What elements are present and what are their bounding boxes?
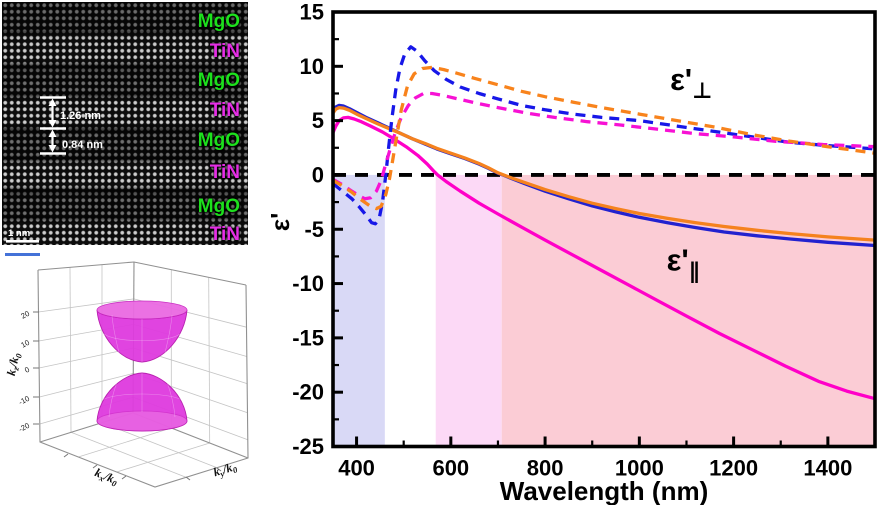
region-blue-band: [333, 174, 385, 447]
3d-x-axis-label: kx/k0: [92, 465, 121, 489]
x-tick-label: 1200: [709, 456, 758, 481]
hyperboloid-upper-sheet: [96, 300, 188, 363]
z-tick-label: 10: [19, 338, 31, 350]
scale-bar: [6, 240, 39, 243]
3d-y-axis-label: ky/k0: [212, 459, 240, 481]
measurement-label-2: 0.84 nm: [62, 139, 103, 151]
z-tick-label: 20: [19, 309, 31, 321]
tem-layer-label-tin: TiN: [209, 162, 240, 183]
dimension-arrow-1: [48, 98, 57, 128]
tem-layer-label-tin: TiN: [209, 100, 240, 121]
3d-axis-ticks: [33, 311, 222, 481]
tem-layer-label-tin: TiN: [209, 41, 240, 62]
y-tick-label: 0: [312, 162, 324, 187]
tem-annotations: 1.26 nm 0.84 nm 1 nm: [6, 96, 103, 243]
series-eps-parallel-orange: [331, 105, 876, 242]
tem-lattice-background: [2, 2, 248, 245]
tem-layer-label-mgo: MgO: [197, 70, 240, 91]
y-tick-label: 10: [300, 54, 324, 79]
y-tick-label: -20: [292, 380, 324, 405]
tem-layer-label-mgo: MgO: [197, 11, 240, 32]
blue-underline: [5, 253, 40, 256]
region-rose-band: [501, 174, 875, 447]
dimension-arrow-2: [48, 129, 57, 153]
3d-z-axis-label: kz/k0: [4, 351, 24, 377]
series-eps-perp-blue: [331, 45, 876, 226]
hyperboloid-lower-sheet: [96, 372, 188, 432]
tem-layer-label-mgo: MgO: [197, 196, 240, 217]
tem-layer-label-tin: TiN: [209, 224, 240, 245]
x-tick-label: 1400: [803, 456, 852, 481]
y-tick-label: -25: [292, 434, 324, 459]
eps-perp-label: ε'⊥: [670, 62, 712, 103]
tem-layer-label-mgo: MgO: [197, 130, 240, 151]
scale-bar-label: 1 nm: [8, 228, 30, 239]
x-tick-label: 1000: [615, 456, 664, 481]
y-tick-label: -5: [304, 217, 324, 242]
x-axis-title: Wavelength (nm): [500, 476, 708, 505]
y-tick-label: -10: [292, 271, 324, 296]
x-tick-label: 600: [432, 456, 469, 481]
series-eps-parallel-magenta: [331, 115, 876, 401]
region-light-pink-band: [435, 174, 502, 447]
y-tick-label: -15: [292, 325, 324, 350]
x-tick-label: 800: [527, 456, 564, 481]
series-eps-perp-magenta: [332, 91, 876, 201]
z-tick-label: -10: [17, 394, 31, 407]
z-tick-label: -20: [17, 421, 31, 434]
dimension-caps: [40, 96, 66, 155]
y-axis-title: ε': [265, 213, 295, 232]
series-eps-perp-orange: [332, 65, 876, 211]
measurement-label-1: 1.26 nm: [60, 110, 101, 122]
3d-z-tick-labels: 20 10 0 -10 -20: [17, 309, 31, 434]
y-tick-label: 5: [312, 108, 324, 133]
tem-image-panel: 1.26 nm 0.84 nm 1 nm MgO TiN MgO TiN MgO TiN M…: [2, 2, 248, 245]
x-tick-label: 400: [338, 456, 375, 481]
isofrequency-3d-panel: 20 10 0 -10 -20 kz/k0 kx/k0 ky/k0: [4, 261, 249, 489]
y-tick-label: 15: [300, 0, 324, 25]
z-tick-label: 0: [23, 365, 31, 375]
